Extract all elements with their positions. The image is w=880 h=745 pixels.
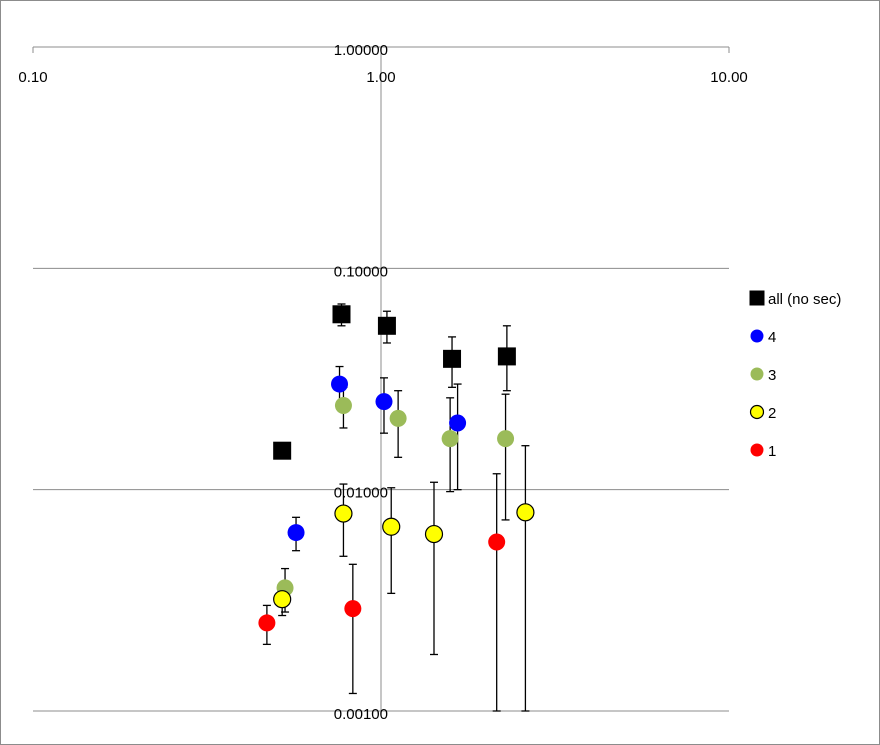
legend-label: all (no sec): [768, 291, 841, 308]
data-point-square-s0-p2: [377, 316, 396, 335]
legend-marker-2: [750, 367, 764, 381]
data-point-circle-s3-p2: [382, 517, 401, 536]
data-point-square-s0-p1: [332, 305, 351, 324]
legend-marker-0: [749, 290, 765, 306]
legend-marker-4: [750, 443, 764, 457]
y-tick-label: 0.10000: [334, 263, 388, 280]
data-point-circle-s4-p2: [488, 533, 506, 551]
data-point-circle-s2-p2: [389, 409, 407, 427]
data-point-square-s0-p3: [443, 349, 462, 368]
data-point-circle-s2-p1: [334, 397, 352, 415]
data-point-circle-s2-p3: [441, 430, 459, 448]
data-point-circle-s4-p0: [258, 614, 276, 632]
data-point-circle-s1-p1: [331, 375, 349, 393]
x-tick-label: 0.10: [18, 69, 47, 86]
legend-label: 2: [768, 405, 776, 422]
data-points: [258, 305, 535, 632]
data-point-circle-s1-p2: [375, 393, 393, 411]
data-point-circle-s3-p3: [424, 524, 444, 544]
legend: all (no sec) 4 3 2 1: [749, 290, 841, 460]
data-point-square-s0-p4: [497, 347, 516, 366]
data-point-circle-s4-p1: [344, 600, 362, 618]
data-point-circle-s2-p4: [497, 430, 515, 448]
error-bars: [262, 303, 530, 712]
y-tick-label: 0.00100: [334, 706, 388, 723]
legend-marker-3: [749, 404, 765, 420]
data-point-circle-s3-p0: [273, 590, 292, 609]
y-tick-labels: 1.00000 0.10000 0.01000 0.00100: [334, 42, 388, 723]
data-point-circle-s1-p0: [287, 524, 305, 542]
data-point-circle-s3-p1: [334, 504, 353, 523]
legend-label: 4: [768, 329, 776, 346]
data-point-square-s0-p0: [273, 441, 292, 460]
y-axis: [375, 46, 382, 712]
legend-label: 3: [768, 367, 776, 384]
data-point-circle-s1-p3: [449, 414, 467, 432]
y-tick-label: 1.00000: [334, 42, 388, 59]
x-tick-label: 1.00: [366, 69, 395, 86]
x-tick-label: 10.00: [710, 69, 748, 86]
data-point-circle-s3-p4: [516, 503, 535, 522]
x-tick-labels: 0.10 1.00 10.00: [18, 69, 747, 86]
y-tick-label: 0.01000: [334, 485, 388, 502]
legend-label: 1: [768, 443, 776, 460]
legend-marker-1: [750, 329, 764, 343]
